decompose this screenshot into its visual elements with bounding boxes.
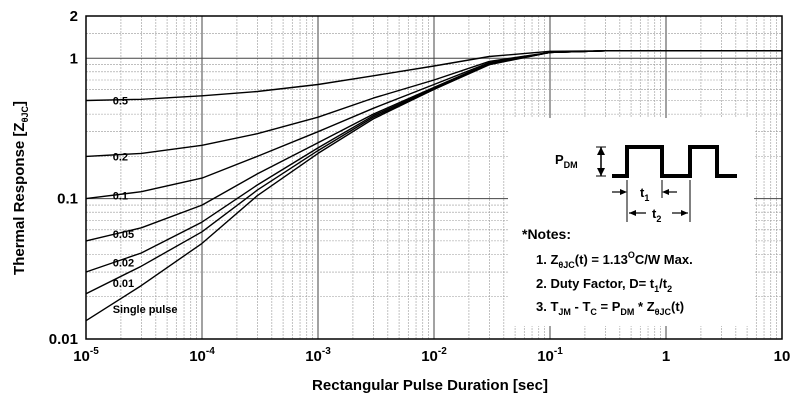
plot-frame: [85, 15, 783, 340]
curve-label-0: 0.5: [113, 96, 128, 108]
pdm-arrow-up: [597, 147, 605, 155]
y-tick-label-1: 1: [70, 50, 78, 67]
pdm-label: PDM: [555, 152, 578, 170]
curve-labels: 0.5 0.2 0.1 0.05 0.02 0.01 Single pulse: [113, 96, 178, 317]
curve-label-5: 0.01: [113, 278, 134, 290]
notes-heading: *Notes:: [522, 226, 571, 242]
y-tick-label-3: 0.01: [49, 331, 78, 348]
y-tick-labels: 2 1 0.1 0.01: [49, 8, 78, 348]
x-tick-label-5: 1: [662, 348, 670, 365]
y-tick-label-2: 0.1: [57, 191, 78, 208]
notes-inset: PDM t1 t2 *Notes: 1. ZθJC(t) = 1.13OC/W …: [508, 118, 754, 326]
t1-left-arrow-head: [620, 189, 627, 195]
curves: [85, 50, 782, 322]
x-axis-title: Rectangular Pulse Duration [sec]: [312, 377, 548, 394]
curve-label-6: Single pulse: [113, 304, 178, 316]
series-line-6: [85, 50, 782, 322]
note-2: 2. Duty Factor, D= t1/t2: [536, 276, 672, 294]
curve-label-3: 0.05: [113, 229, 134, 241]
x-tick-label-0: 10-5: [73, 346, 99, 365]
x-tick-label-4: 10-1: [537, 346, 563, 365]
curve-label-2: 0.1: [113, 191, 128, 203]
x-tick-labels: 10-5 10-4 10-3 10-2 10-1 1 10: [73, 346, 790, 365]
curve-label-1: 0.2: [113, 151, 128, 163]
x-tick-label-3: 10-2: [421, 346, 447, 365]
t2-label: t2: [652, 206, 661, 224]
t2-left-arrow-head: [629, 210, 636, 216]
note-3: 3. TJM - TC = PDM * ZθJC(t): [536, 299, 684, 317]
pdm-arrow-down: [597, 168, 605, 176]
y-tick-label-0: 2: [70, 8, 78, 25]
t2-right-arrow-head: [681, 210, 688, 216]
note-1: 1. ZθJC(t) = 1.13OC/W Max.: [536, 250, 693, 270]
y-axis-title: Thermal Response [ZθJC]: [11, 101, 30, 275]
curve-label-4: 0.02: [113, 258, 134, 270]
pulse-waveform: [612, 145, 737, 178]
x-tick-label-6: 10: [774, 348, 791, 365]
x-tick-label-1: 10-4: [189, 346, 215, 365]
inset-background: [508, 118, 754, 326]
t1-right-arrow-head: [662, 189, 669, 195]
x-tick-label-2: 10-3: [305, 346, 331, 365]
t1-label: t1: [640, 185, 649, 203]
